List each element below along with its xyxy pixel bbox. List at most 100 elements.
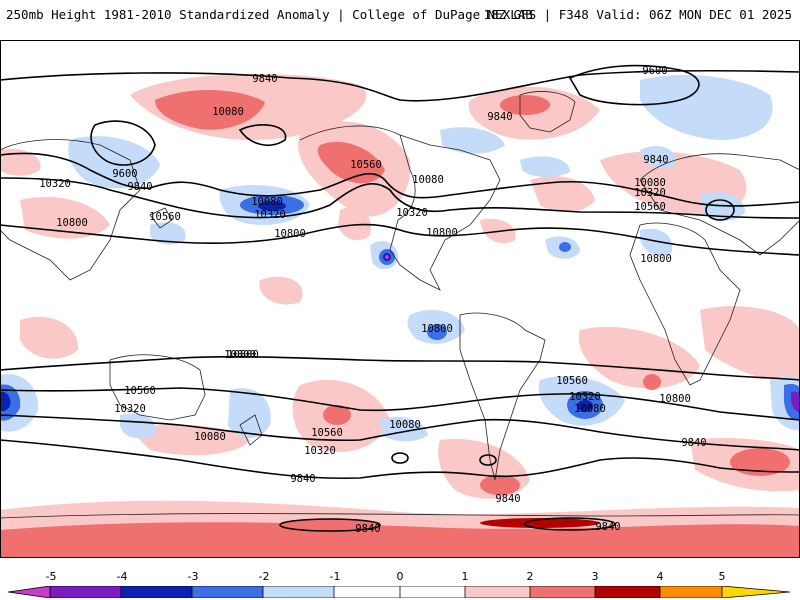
contour-label: 10800 [227,349,259,361]
contour-10800-south [0,355,800,381]
contour-label: 10320 [569,391,601,403]
contour-label: 10320 [114,403,146,415]
colorbar-segment [530,586,595,598]
contour-10080-south [0,414,800,451]
contour-label: 9840 [495,493,520,505]
legend-tick-label: 4 [656,570,664,583]
contour-label: 9840 [355,523,380,535]
contour-label: 10560 [149,211,181,223]
colorbar-segment [334,586,400,598]
legend-tick-label: -2 [258,570,270,583]
legend-tick-label: 1 [461,570,469,583]
colorbar-segment [50,586,121,598]
contour-label: 10560 [311,427,343,439]
contour-9840-antarctic-b [524,517,616,531]
contour-label-group: 9840 9600 10080 9840 9600 9840 10320 105… [39,65,706,535]
north-america-outline [299,125,501,291]
legend-tick-label: -5 [45,570,57,583]
contour-9840-north [0,69,800,102]
contour-10080-north [0,152,800,207]
contour-label: 10560 [124,385,156,397]
contour-label: 10320 [304,445,336,457]
greenland-outline [519,91,576,133]
contour-label: 10560 [556,375,588,387]
contour-label: 10080 [574,403,606,415]
contour-label: 9840 [643,154,668,166]
contour-9840-south [0,439,800,480]
contour-label: 10800 [659,393,691,405]
contour-label: 10080 [389,419,421,431]
contour-label: 9840 [252,73,277,85]
colorbar-segment [121,586,192,598]
colorbar-outline [7,586,791,598]
contour-label: 10320 [634,187,666,199]
map-canvas: 9840 9600 10080 9840 9600 9840 10320 105… [0,40,800,558]
asia-outline [0,139,141,281]
map-title: 250mb Height 1981-2010 Standardized Anom… [6,7,533,22]
contour-label: 9840 [290,473,315,485]
legend-tick-label: 2 [526,570,534,583]
colorbar-segment [465,586,530,598]
contour-label: 10080 [634,177,666,189]
australia-outline [109,354,206,421]
contour-label: 10320 [396,207,428,219]
colorbar-right-triangle [722,586,790,598]
contour-label: 9840 [681,437,706,449]
contour-9840-antarctic-a [279,518,381,532]
legend-tick-label: 0 [396,570,404,583]
contour-label: 10320 [39,178,71,190]
legend-tick-label: 3 [591,570,599,583]
legend-tick-label: -4 [116,570,128,583]
contour-10800-north [0,223,800,256]
contour-closed-b [479,454,497,466]
south-america-outline [459,312,546,481]
contour-label: 10560 [350,159,382,171]
color-legend: -5 -4 -3 -2 -1 0 1 2 3 4 5 [0,568,800,600]
legend-tick-label: -3 [187,570,199,583]
contour-label: 10800 [56,217,88,229]
colorbar-left-triangle [8,586,50,598]
contour-label: 10080 [251,196,283,208]
africa-outline [629,222,741,386]
contour-label: 10080 [194,431,226,443]
colorbar-segment [400,586,465,598]
contour-label: 10080 [212,106,244,118]
contour-label: 10800 [640,253,672,265]
contour-10560-south [0,387,800,421]
contour-9600-asia [90,120,156,166]
contour-label: 10080 [412,174,444,186]
contour-label: 10560 [634,201,666,213]
run-info: 18Z GFS | F348 Valid: 06Z MON DEC 01 202… [483,7,792,22]
contour-10560-north [0,177,800,219]
contour-9600-arctic [568,64,700,106]
legend-tick-label: -1 [329,570,341,583]
colorbar-segment [192,586,263,598]
negative-anomaly-shading [0,75,800,442]
contour-label: 10800 [224,349,256,361]
height-contours [0,64,800,532]
contour-closed-c [238,124,287,146]
contour-label: 9840 [487,111,512,123]
antarctica-outline [0,513,800,519]
colorbar [7,586,791,598]
contour-label: 9600 [642,65,667,77]
contour-label: 9600 [112,168,137,180]
legend-tick-label: 5 [718,570,726,583]
contour-label: 9840 [127,181,152,193]
coastlines [0,91,800,519]
colorbar-segment [263,586,334,598]
header: 250mb Height 1981-2010 Standardized Anom… [0,0,800,30]
positive-anomaly-shading [0,73,800,558]
contour-label: 10800 [426,227,458,239]
colorbar-segment [660,586,722,598]
contour-label: 10800 [421,323,453,335]
europe-outline [639,153,800,256]
contour-label: 9840 [595,521,620,533]
contour-closed-a [391,452,409,464]
japan-outline [149,207,173,229]
map-background [0,40,800,558]
contour-label: 10800 [274,228,306,240]
anomaly-map: 9840 9600 10080 9840 9600 9840 10320 105… [0,40,800,558]
contour-europe-low [705,199,735,221]
colorbar-segment [595,586,660,598]
